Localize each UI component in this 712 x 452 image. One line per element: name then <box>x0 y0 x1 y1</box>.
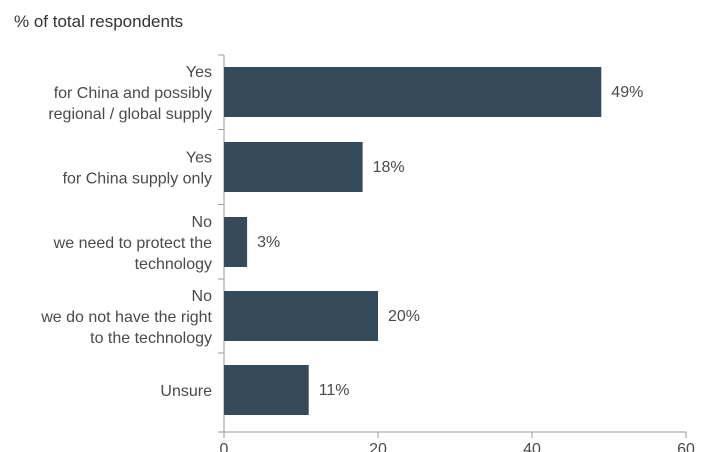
category-label-line: we need to protect the <box>53 235 212 252</box>
category-labels: Yes for China and possibly regional / glob… <box>40 64 212 400</box>
x-tick-label: 40 <box>523 441 541 452</box>
category-label-line: for China supply only <box>63 171 212 188</box>
category-label-line: technology <box>135 256 212 273</box>
data-label: 49% <box>611 84 643 101</box>
data-label: 3% <box>257 234 280 251</box>
category-label-line: regional / global supply <box>48 106 212 123</box>
category-label: Yes for China and possibly regional / glob… <box>48 64 212 123</box>
category-label-line: Yes <box>186 150 212 167</box>
category-label-line: for China and possibly <box>54 85 212 102</box>
x-tick-label: 60 <box>677 441 695 452</box>
data-label: 20% <box>388 308 420 325</box>
bar <box>224 291 378 341</box>
x-tick-label: 0 <box>220 441 229 452</box>
data-label: 11% <box>319 382 350 399</box>
category-label: No we do not have the right to the technol… <box>40 288 212 347</box>
chart-title: % of total respondents <box>14 12 184 31</box>
bar <box>224 365 309 415</box>
category-label: Unsure <box>160 383 212 400</box>
category-label-line: to the technology <box>90 330 212 347</box>
data-label: 18% <box>373 159 405 176</box>
bar <box>224 142 363 192</box>
category-label: Yes for China supply only <box>63 150 212 188</box>
category-label-line: Yes <box>186 64 212 81</box>
category-label-line: Unsure <box>160 383 212 400</box>
x-tick-label: 20 <box>369 441 387 452</box>
category-label-line: No <box>192 214 213 231</box>
bars-group <box>224 67 602 415</box>
category-label: No we need to protect the technology <box>53 214 212 273</box>
bar <box>224 217 248 267</box>
category-label-line: No <box>192 288 213 305</box>
bar <box>224 67 602 117</box>
x-tick-labels: 0 20 40 60 <box>220 441 695 452</box>
category-label-line: we do not have the right <box>40 309 212 326</box>
data-labels: 49% 18% 3% 20% 11% <box>257 84 643 399</box>
